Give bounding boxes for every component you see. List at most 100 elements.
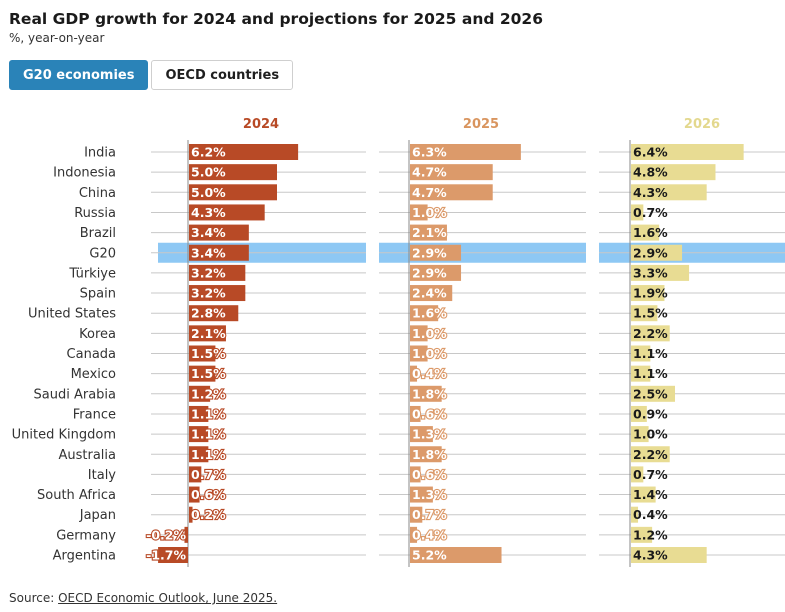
bar-2024-italy bbox=[189, 466, 202, 483]
bar-2026-france bbox=[631, 405, 647, 422]
bar-2026-china bbox=[631, 184, 707, 201]
category-label-china: China bbox=[79, 186, 116, 201]
data-label-2024-australia: 1.1% bbox=[191, 447, 226, 462]
data-label-2025-argentina: 5.2% bbox=[412, 548, 447, 563]
data-label-2026-australia: 2.2% bbox=[633, 447, 668, 462]
bar-2024-mexico bbox=[189, 365, 216, 382]
data-label-2026-g20: 2.9% bbox=[633, 245, 668, 260]
bar-2024-saudi-arabia bbox=[189, 385, 211, 402]
data-label-2026-brazil: 1.6% bbox=[633, 225, 668, 240]
data-label-2024-united-states: 2.8% bbox=[191, 306, 226, 321]
data-label-2025-t-rkiye: 2.9% bbox=[412, 265, 447, 280]
bar-2025-saudi-arabia bbox=[410, 385, 442, 402]
data-label-2024-russia: 4.3% bbox=[191, 205, 226, 220]
bar-2025-south-africa bbox=[410, 486, 433, 503]
series-header-2025: 2025 bbox=[463, 117, 499, 132]
data-label-2025-japan: 0.7% bbox=[412, 507, 447, 522]
data-label-2025-indonesia: 4.7% bbox=[412, 165, 447, 180]
data-label-2026-united-kingdom: 1.0% bbox=[633, 427, 668, 442]
category-label-australia: Australia bbox=[58, 448, 116, 463]
data-label-2024-indonesia: 5.0% bbox=[191, 165, 226, 180]
data-label-2024-saudi-arabia: 1.2% bbox=[191, 386, 226, 401]
bar-2025-italy bbox=[410, 466, 421, 483]
category-label-united-kingdom: United Kingdom bbox=[12, 428, 116, 443]
data-label-2026-spain: 1.9% bbox=[633, 286, 668, 301]
category-label-mexico: Mexico bbox=[71, 367, 116, 382]
data-label-2024-china: 5.0% bbox=[191, 185, 226, 200]
bar-2025-korea bbox=[410, 325, 428, 342]
data-label-2026-japan: 0.4% bbox=[633, 507, 668, 522]
bar-2026-t-rkiye bbox=[631, 264, 690, 281]
bar-2024-indonesia bbox=[189, 164, 277, 181]
bar-2025-australia bbox=[410, 446, 442, 463]
data-label-2026-saudi-arabia: 2.5% bbox=[633, 386, 668, 401]
data-label-2026-mexico: 1.1% bbox=[633, 366, 668, 381]
bar-2024-brazil bbox=[189, 224, 249, 241]
data-label-2026-argentina: 4.3% bbox=[633, 548, 668, 563]
bar-2025-japan bbox=[410, 506, 423, 523]
data-label-2024-south-africa: 0.6% bbox=[191, 487, 226, 502]
category-label-saudi-arabia: Saudi Arabia bbox=[34, 387, 117, 402]
tab-g20-economies[interactable]: G20 economies bbox=[9, 60, 149, 90]
category-label-india: India bbox=[84, 146, 116, 161]
bar-2024-australia bbox=[189, 446, 209, 463]
bar-2025-indonesia bbox=[410, 164, 493, 181]
data-label-2024-g20: 3.4% bbox=[191, 245, 226, 260]
category-label-spain: Spain bbox=[80, 287, 116, 302]
bar-2025-spain bbox=[410, 285, 453, 302]
bar-2026-japan bbox=[631, 506, 639, 523]
economy-group-tabs: G20 economies OECD countries bbox=[9, 60, 294, 90]
bar-2025-russia bbox=[410, 204, 428, 221]
bar-2024-france bbox=[189, 405, 209, 422]
bar-2026-germany bbox=[631, 526, 653, 543]
bar-2024-japan bbox=[189, 506, 193, 523]
data-label-2024-italy: 0.7% bbox=[191, 467, 226, 482]
bar-2025-mexico bbox=[410, 365, 418, 382]
data-label-2026-indonesia: 4.8% bbox=[633, 165, 668, 180]
category-label-france: France bbox=[73, 407, 116, 422]
data-label-2025-china: 4.7% bbox=[412, 185, 447, 200]
category-label-g20: G20 bbox=[89, 246, 116, 261]
data-label-2025-south-africa: 1.3% bbox=[412, 487, 447, 502]
data-label-2024-germany: -0.2% bbox=[146, 527, 186, 542]
chart-subtitle: %, year-on-year bbox=[9, 31, 105, 45]
data-label-2025-germany: 0.4% bbox=[412, 527, 447, 542]
data-label-2026-russia: 0.7% bbox=[633, 205, 668, 220]
gdp-growth-chart: India Indonesia China Russia Brazil G20 Türkiy… bbox=[12, 117, 785, 567]
data-label-2024-united-kingdom: 1.1% bbox=[191, 427, 226, 442]
data-label-2025-united-kingdom: 1.3% bbox=[412, 427, 447, 442]
bar-2025-t-rkiye bbox=[410, 264, 462, 281]
bar-2024-korea bbox=[189, 325, 226, 342]
bar-2024-spain bbox=[189, 285, 246, 302]
chart-title: Real GDP growth for 2024 and projections… bbox=[9, 10, 543, 28]
bar-2025-united-states bbox=[410, 305, 439, 322]
data-label-2026-canada: 1.1% bbox=[633, 346, 668, 361]
tab-oecd-countries[interactable]: OECD countries bbox=[151, 60, 294, 90]
data-label-2026-china: 4.3% bbox=[633, 185, 668, 200]
category-label-argentina: Argentina bbox=[53, 549, 116, 564]
category-label-indonesia: Indonesia bbox=[53, 166, 116, 181]
data-label-2025-mexico: 0.4% bbox=[412, 366, 447, 381]
category-label-brazil: Brazil bbox=[80, 226, 116, 241]
category-label-united-states: United States bbox=[28, 307, 116, 322]
bar-2026-united-states bbox=[631, 305, 658, 322]
source-prefix: Source: bbox=[9, 591, 59, 605]
data-label-2026-france: 0.9% bbox=[633, 406, 668, 421]
data-label-2024-argentina: -1.7% bbox=[146, 548, 186, 563]
data-label-2026-india: 6.4% bbox=[633, 145, 668, 160]
data-label-2025-canada: 1.0% bbox=[412, 346, 447, 361]
bar-2026-korea bbox=[631, 325, 670, 342]
bar-2024-argentina bbox=[158, 547, 188, 563]
bar-2025-france bbox=[410, 405, 421, 422]
data-label-2024-india: 6.2% bbox=[191, 145, 226, 160]
data-label-2025-australia: 1.8% bbox=[412, 447, 447, 462]
category-label-russia: Russia bbox=[74, 206, 116, 221]
bar-2025-germany bbox=[410, 526, 418, 543]
bar-2025-united-kingdom bbox=[410, 426, 433, 443]
data-label-2026-united-states: 1.5% bbox=[633, 306, 668, 321]
category-label-canada: Canada bbox=[67, 347, 116, 362]
bar-2026-mexico bbox=[631, 365, 651, 382]
source-link[interactable]: OECD Economic Outlook, June 2025. bbox=[58, 591, 278, 605]
data-label-2025-india: 6.3% bbox=[412, 145, 447, 160]
data-label-2024-t-rkiye: 3.2% bbox=[191, 265, 226, 280]
